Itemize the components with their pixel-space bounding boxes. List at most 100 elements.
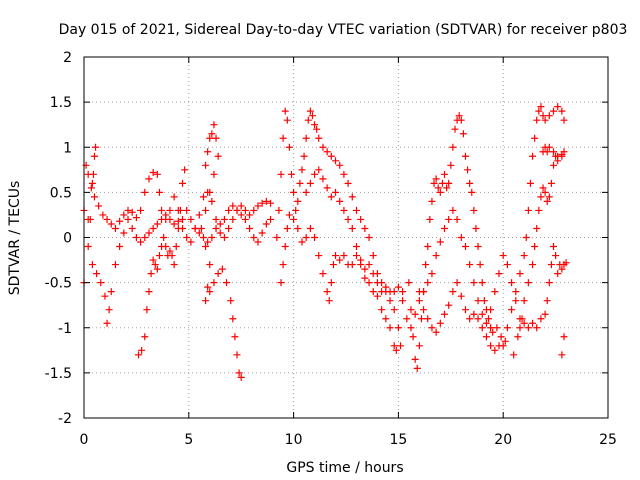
data-point (457, 234, 465, 241)
data-point (208, 130, 216, 138)
data-point (369, 270, 377, 278)
data-point (332, 252, 340, 260)
data-point (212, 215, 220, 223)
data-point (445, 215, 453, 223)
x-tick-label: 15 (389, 432, 407, 448)
data-point (210, 121, 218, 129)
data-point (111, 261, 119, 269)
data-point (103, 319, 111, 327)
data-point (153, 170, 161, 178)
y-tick-label: -2 (58, 411, 72, 427)
data-point (124, 215, 132, 223)
data-point (491, 346, 499, 354)
data-point (216, 220, 224, 228)
data-point (168, 252, 176, 260)
data-point (480, 297, 488, 305)
data-point (554, 270, 562, 278)
data-point (390, 288, 398, 296)
data-point (510, 351, 518, 359)
data-point (449, 143, 457, 151)
data-point (254, 238, 262, 246)
data-point (214, 270, 222, 278)
data-point (206, 288, 214, 296)
data-point (558, 107, 566, 115)
data-point (237, 202, 245, 210)
data-point (485, 315, 493, 323)
data-point (447, 161, 455, 169)
data-point (344, 215, 352, 223)
data-point (116, 243, 124, 251)
data-point (449, 206, 457, 214)
data-point (409, 333, 417, 341)
data-point (430, 179, 438, 187)
data-point (306, 107, 314, 115)
data-point (229, 202, 237, 210)
data-point (543, 148, 551, 156)
data-point (466, 315, 474, 323)
data-point (124, 206, 132, 214)
data-point (522, 234, 530, 241)
data-point (258, 229, 266, 237)
data-point (298, 238, 306, 246)
data-point (137, 238, 145, 246)
data-point (508, 279, 516, 287)
data-point (281, 107, 289, 115)
data-point (225, 206, 233, 214)
data-point (386, 297, 394, 305)
data-point (208, 234, 216, 241)
data-point (378, 288, 386, 296)
data-point (302, 134, 310, 142)
data-point (361, 265, 369, 273)
data-point (105, 306, 113, 314)
data-point (445, 179, 453, 187)
data-point (461, 243, 469, 251)
data-point (174, 217, 182, 225)
data-point (550, 148, 558, 156)
chart-title: Day 015 of 2021, Sidereal Day-to-day VTE… (59, 22, 628, 38)
data-point (518, 315, 526, 323)
data-point (311, 170, 319, 178)
data-point (516, 324, 524, 332)
data-point (233, 351, 241, 359)
data-point (352, 206, 360, 214)
data-point (166, 247, 174, 255)
data-point (503, 324, 511, 332)
data-point (497, 333, 505, 341)
data-point (489, 328, 497, 336)
data-point (424, 279, 432, 287)
x-tick-label: 5 (184, 432, 193, 448)
data-point (470, 310, 478, 318)
data-point (195, 211, 203, 219)
data-point (204, 238, 212, 246)
data-point (361, 274, 369, 282)
data-point (162, 211, 170, 219)
data-point (199, 193, 207, 201)
data-point (545, 112, 553, 120)
data-point (558, 265, 566, 273)
data-point (453, 215, 461, 223)
data-point (231, 333, 239, 341)
data-point (373, 292, 381, 300)
data-point (237, 373, 245, 381)
data-point (103, 215, 111, 223)
data-point (451, 125, 459, 133)
data-point (476, 261, 484, 269)
data-point (277, 279, 285, 287)
data-point (183, 206, 191, 214)
data-point (474, 315, 482, 323)
data-point (541, 310, 549, 318)
data-point (149, 169, 157, 177)
data-point (88, 261, 96, 269)
data-point (365, 234, 373, 241)
data-point (199, 234, 207, 241)
data-point (288, 170, 296, 178)
data-point (552, 252, 560, 260)
data-point (550, 107, 558, 115)
data-point (332, 188, 340, 196)
data-point (170, 220, 178, 228)
data-point (87, 184, 95, 192)
data-point (277, 170, 285, 178)
data-point (428, 324, 436, 332)
data-point (348, 261, 356, 269)
data-point (455, 112, 463, 120)
